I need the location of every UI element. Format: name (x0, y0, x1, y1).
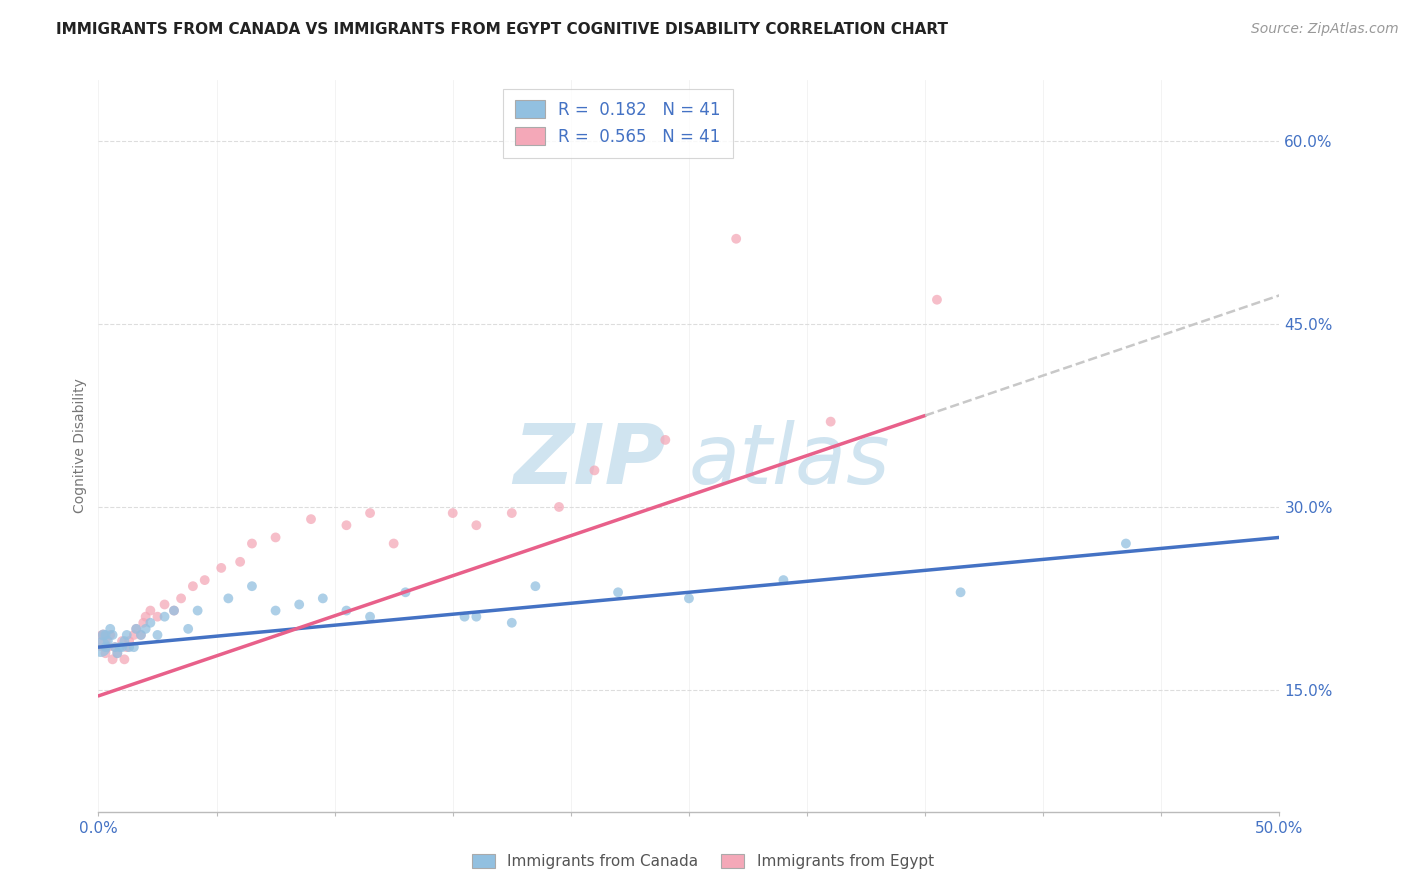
Point (501, 615, 523, 630)
Point (125, 622, 148, 636)
Point (524, 579, 547, 593)
Point (607, 585, 630, 599)
Point (101, 628, 124, 642)
Point (94, 640, 117, 655)
Point (125, 622, 148, 636)
Point (122, 628, 145, 642)
Point (1115, 536, 1137, 550)
Point (394, 585, 416, 599)
Point (115, 640, 138, 655)
Point (299, 512, 322, 526)
Legend: Immigrants from Canada, Immigrants from Egypt: Immigrants from Canada, Immigrants from … (467, 848, 939, 875)
Point (111, 634, 134, 648)
Point (101, 652, 124, 666)
Point (170, 591, 193, 606)
Y-axis label: Cognitive Disability: Cognitive Disability (73, 378, 87, 514)
Point (335, 603, 357, 617)
Point (122, 640, 145, 655)
Point (153, 598, 176, 612)
Point (217, 591, 239, 606)
Point (90, 634, 112, 648)
Text: IMMIGRANTS FROM CANADA VS IMMIGRANTS FROM EGYPT COGNITIVE DISABILITY CORRELATION: IMMIGRANTS FROM CANADA VS IMMIGRANTS FRO… (56, 22, 948, 37)
Point (583, 463, 606, 477)
Point (772, 573, 794, 587)
Point (382, 536, 405, 550)
Point (104, 640, 127, 655)
Point (820, 415, 842, 429)
Point (90, 640, 112, 655)
Point (163, 603, 186, 617)
Point (181, 579, 204, 593)
Text: Source: ZipAtlas.com: Source: ZipAtlas.com (1251, 22, 1399, 37)
Point (240, 579, 263, 593)
Point (108, 640, 131, 655)
Point (312, 591, 335, 606)
Point (97, 634, 120, 648)
Point (441, 506, 464, 520)
Point (105, 646, 128, 660)
Point (240, 536, 263, 550)
Point (725, 232, 748, 246)
Point (139, 615, 162, 630)
Point (229, 555, 252, 569)
Point (548, 500, 571, 514)
Point (925, 293, 948, 307)
Point (118, 634, 141, 648)
Point (91, 628, 114, 642)
Point (678, 591, 700, 606)
Point (194, 573, 217, 587)
Text: ZIP: ZIP (513, 420, 665, 501)
Point (465, 609, 488, 624)
Point (132, 615, 155, 630)
Point (654, 433, 676, 447)
Point (98, 628, 121, 642)
Point (97, 640, 120, 655)
Point (146, 628, 169, 642)
Point (135, 622, 157, 636)
Text: atlas: atlas (689, 420, 890, 501)
Point (453, 609, 475, 624)
Point (94, 646, 117, 660)
Point (129, 628, 152, 642)
Point (94, 628, 117, 642)
Point (111, 640, 134, 655)
Point (146, 609, 169, 624)
Point (163, 603, 186, 617)
Point (949, 585, 972, 599)
Point (105, 646, 128, 660)
Point (359, 506, 381, 520)
Legend: R =  0.182   N = 41, R =  0.565   N = 41: R = 0.182 N = 41, R = 0.565 N = 41 (503, 88, 733, 158)
Point (501, 506, 523, 520)
Point (118, 640, 141, 655)
Point (264, 603, 287, 617)
Point (288, 598, 311, 612)
Point (91, 628, 114, 642)
Point (153, 609, 176, 624)
Point (465, 518, 488, 533)
Point (335, 518, 357, 533)
Point (359, 609, 381, 624)
Point (209, 561, 232, 575)
Point (115, 628, 138, 642)
Point (177, 622, 200, 636)
Point (129, 628, 152, 642)
Point (135, 609, 157, 624)
Point (98, 622, 121, 636)
Point (139, 603, 162, 617)
Point (264, 530, 287, 544)
Point (112, 652, 135, 666)
Point (112, 634, 135, 648)
Point (187, 603, 209, 617)
Point (104, 640, 127, 655)
